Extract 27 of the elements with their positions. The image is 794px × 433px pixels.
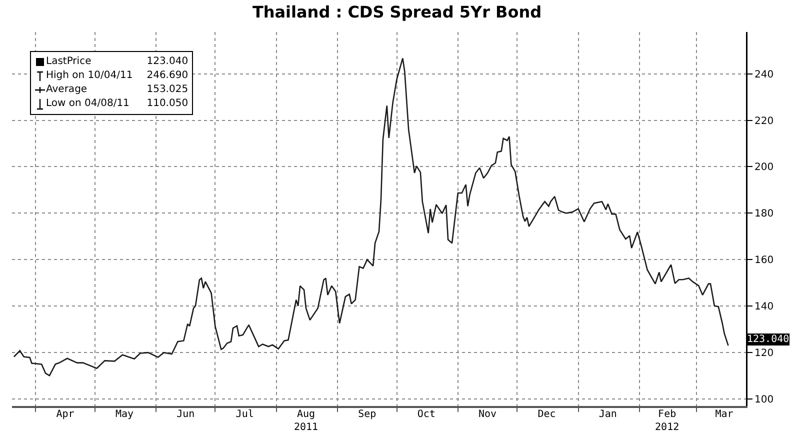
text: Average 153.025 (46, 84, 188, 95)
x-tick-label: May (115, 409, 134, 420)
x-tick-label: Aug 2011 (294, 409, 318, 433)
x-tick-label: Nov (478, 409, 497, 420)
x-tick-label: Apr (56, 409, 74, 420)
chart-title: Thailand : CDS Spread 5Yr Bond (252, 2, 542, 22)
y-tick-label: 140 (754, 302, 774, 313)
line-series (13, 58, 729, 376)
annotation: 123.040 (747, 334, 790, 345)
y-tick-label: 180 (754, 208, 774, 220)
x-tick-label: Sep (358, 409, 376, 420)
y-tick-label: 220 (754, 116, 774, 127)
x-tick-label: Jan (598, 409, 617, 420)
y-tick-label: 100 (754, 394, 774, 406)
text: High on 10/04/11 246.690 (46, 70, 188, 81)
x-tick-label: Jun (176, 409, 195, 420)
x-tick-label: Oct (417, 409, 436, 420)
x-tick-label: Jul (236, 409, 254, 420)
y-tick-label: 160 (754, 255, 774, 266)
text: LastPrice 123.040 (46, 56, 188, 67)
x-tick-label: Dec (538, 409, 556, 420)
y-tick-label: 200 (754, 162, 774, 174)
x-tick-label: Feb 2012 (655, 409, 680, 433)
text: Low on 04/08/11 110.050 (46, 98, 188, 109)
y-tick-label: 120 (754, 348, 774, 360)
y-tick-label: 240 (754, 69, 774, 80)
x-tick-label: Mar (715, 409, 734, 420)
